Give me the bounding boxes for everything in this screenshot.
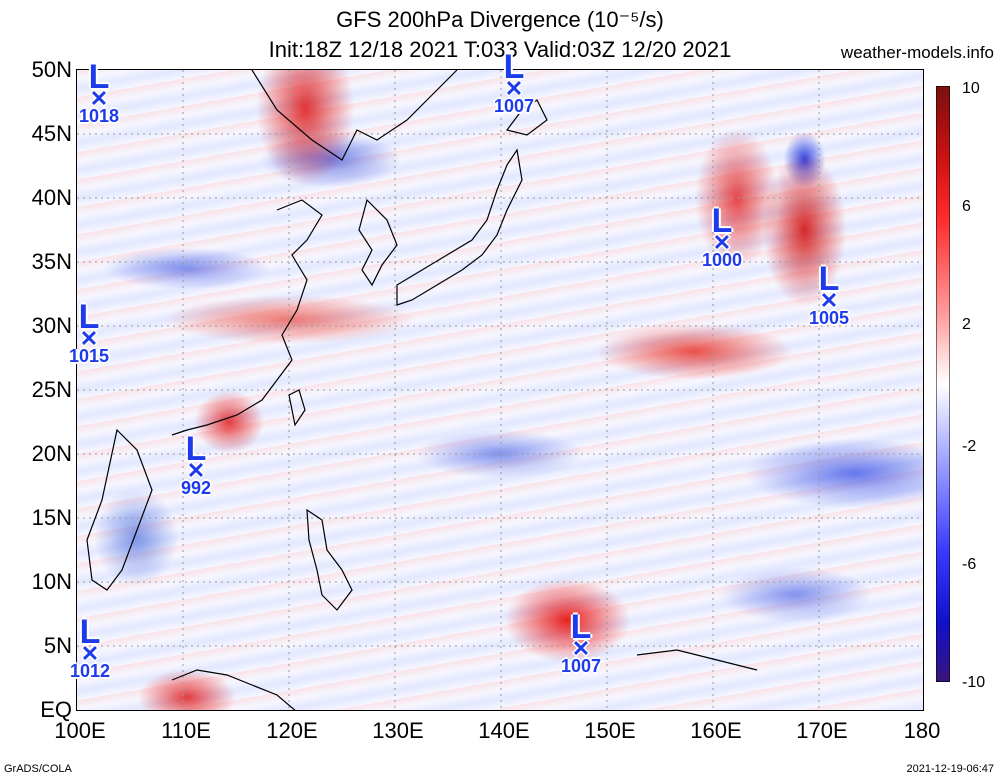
x-tick-label: 140E	[478, 718, 530, 743]
x-tick-label: 180	[903, 718, 941, 743]
low-pressure-marker: L ✕ 1018	[59, 58, 139, 126]
y-tick-label: 20N	[31, 441, 72, 466]
y-tick-label: EQ	[40, 697, 72, 722]
x-tick-label: 120E	[266, 718, 318, 743]
map-overlay	[77, 70, 923, 710]
low-pressure-value: 1007	[493, 96, 535, 116]
low-pressure-value: 992	[180, 478, 212, 498]
low-center-icon: ✕	[79, 326, 99, 351]
low-symbol: L	[503, 48, 525, 86]
colorbar-label: -6	[962, 556, 977, 573]
low-pressure-value: 1015	[68, 346, 110, 366]
y-tick-label: 40N	[31, 185, 72, 210]
low-pressure-marker: L ✕ 1005	[789, 260, 869, 328]
y-tick-label: 25N	[31, 377, 72, 402]
low-pressure-value: 1000	[701, 250, 743, 270]
low-symbol: L	[711, 202, 733, 240]
low-pressure-marker: L ✕ 1015	[49, 298, 129, 366]
chart-title: GFS 200hPa Divergence (10⁻⁵/s)	[336, 7, 664, 32]
low-pressure-marker: L ✕ 1007	[474, 48, 554, 116]
y-tick-label: 35N	[31, 249, 72, 274]
x-tick-label: 170E	[796, 718, 848, 743]
low-pressure-marker: L ✕ 1000	[682, 202, 762, 270]
low-center-icon: ✕	[712, 230, 732, 255]
low-symbol: L	[570, 608, 592, 646]
y-tick-label: 15N	[31, 505, 72, 530]
y-tick-label: 10N	[31, 569, 72, 594]
low-center-icon: ✕	[504, 76, 524, 101]
low-center-icon: ✕	[80, 641, 100, 666]
low-symbol: L	[79, 613, 101, 651]
low-symbol: L	[78, 298, 100, 336]
low-pressure-marker: L ✕ 1007	[541, 608, 621, 676]
low-center-icon: ✕	[186, 458, 206, 483]
colorbar-label: -10	[962, 674, 986, 691]
y-tick-label: 30N	[31, 313, 72, 338]
grid-lines	[77, 70, 923, 710]
low-center-icon: ✕	[819, 288, 839, 313]
x-tick-label: 150E	[584, 718, 636, 743]
y-tick-label: 50N	[31, 57, 72, 82]
x-tick-label: 160E	[690, 718, 742, 743]
low-symbol: L	[88, 58, 110, 96]
low-center-icon: ✕	[571, 636, 591, 661]
low-center-icon: ✕	[89, 86, 109, 111]
low-pressure-value: 1012	[69, 661, 111, 681]
low-pressure-marker: L ✕ 1012	[50, 613, 130, 681]
colorbar-label: 10	[962, 80, 980, 97]
colorbar-label: 6	[962, 198, 971, 215]
low-pressure-value: 1005	[808, 308, 850, 328]
x-tick-label: 100E	[54, 718, 106, 743]
low-symbol: L	[818, 260, 840, 298]
low-pressure-marker: L ✕ 992	[156, 430, 236, 498]
y-tick-label: 5N	[43, 633, 72, 658]
footer-timestamp: 2021-12-19-06:47	[906, 763, 994, 775]
low-symbol: L	[185, 430, 207, 468]
colorbar-label: -2	[962, 438, 977, 455]
footer-credit: GrADS/COLA	[4, 763, 72, 775]
coastlines	[86, 70, 758, 710]
divergence-map	[76, 69, 924, 711]
low-pressure-value: 1007	[560, 656, 602, 676]
colorbar-label: 2	[962, 316, 971, 333]
colorbar	[936, 86, 950, 682]
y-tick-label: 45N	[31, 121, 72, 146]
x-tick-label: 110E	[161, 718, 211, 743]
low-pressure-value: 1018	[78, 106, 120, 126]
chart-subtitle: Init:18Z 12/18 2021 T:033 Valid:03Z 12/2…	[268, 37, 732, 62]
x-tick-label: 130E	[372, 718, 424, 743]
site-credit: weather-models.info	[840, 43, 994, 62]
